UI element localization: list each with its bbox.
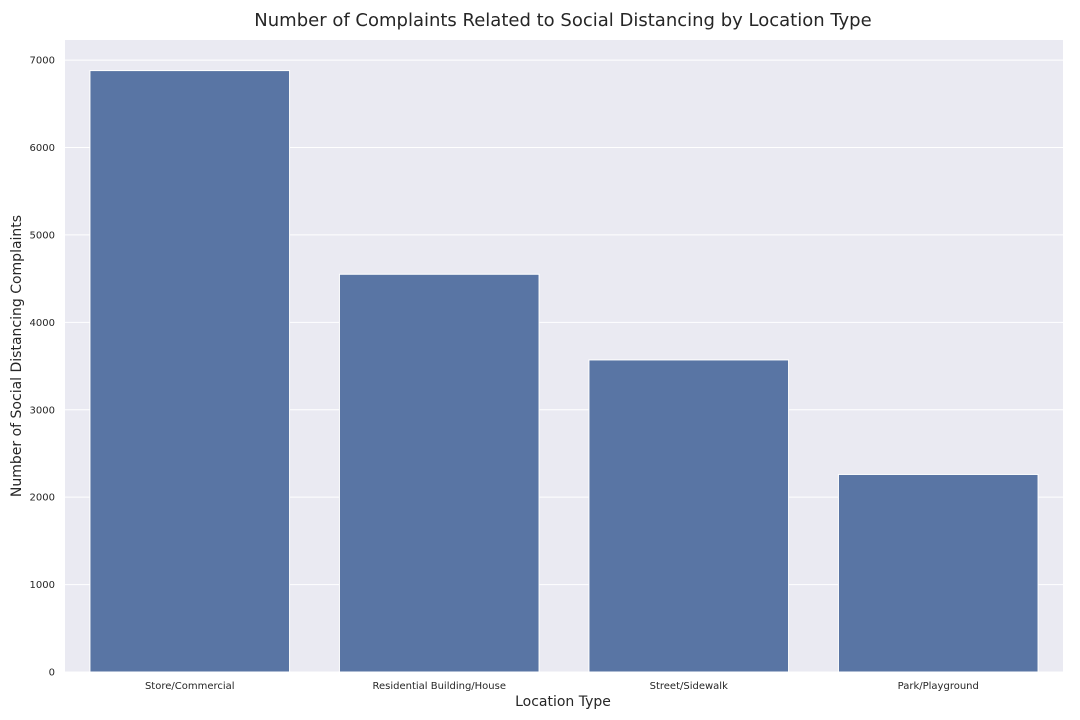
x-axis-label: Location Type bbox=[515, 694, 611, 710]
y-tick-label: 1000 bbox=[30, 580, 55, 591]
y-tick-label: 5000 bbox=[30, 230, 55, 241]
chart-title: Number of Complaints Related to Social D… bbox=[254, 10, 871, 31]
y-tick-label: 4000 bbox=[30, 318, 55, 329]
y-axis-label: Number of Social Distancing Complaints bbox=[9, 215, 25, 497]
x-tick-label: Store/Commercial bbox=[145, 681, 235, 692]
bar bbox=[89, 70, 291, 673]
x-tick-label: Residential Building/House bbox=[372, 681, 506, 692]
bar bbox=[588, 359, 790, 673]
x-tick-label: Street/Sidewalk bbox=[650, 681, 728, 692]
y-tick-labels: 0 1000 2000 3000 4000 5000 6000 7000 bbox=[30, 56, 55, 679]
y-tick-label: 0 bbox=[49, 668, 55, 679]
y-tick-label: 3000 bbox=[30, 405, 55, 416]
y-tick-label: 2000 bbox=[30, 493, 55, 504]
bars bbox=[89, 70, 1039, 673]
y-tick-label: 7000 bbox=[30, 56, 55, 67]
y-tick-label: 6000 bbox=[30, 143, 55, 154]
x-tick-labels: Store/Commercial Residential Building/Hou… bbox=[145, 681, 979, 692]
x-tick-label: Park/Playground bbox=[898, 681, 979, 692]
bar bbox=[338, 273, 540, 673]
bar bbox=[837, 473, 1039, 673]
